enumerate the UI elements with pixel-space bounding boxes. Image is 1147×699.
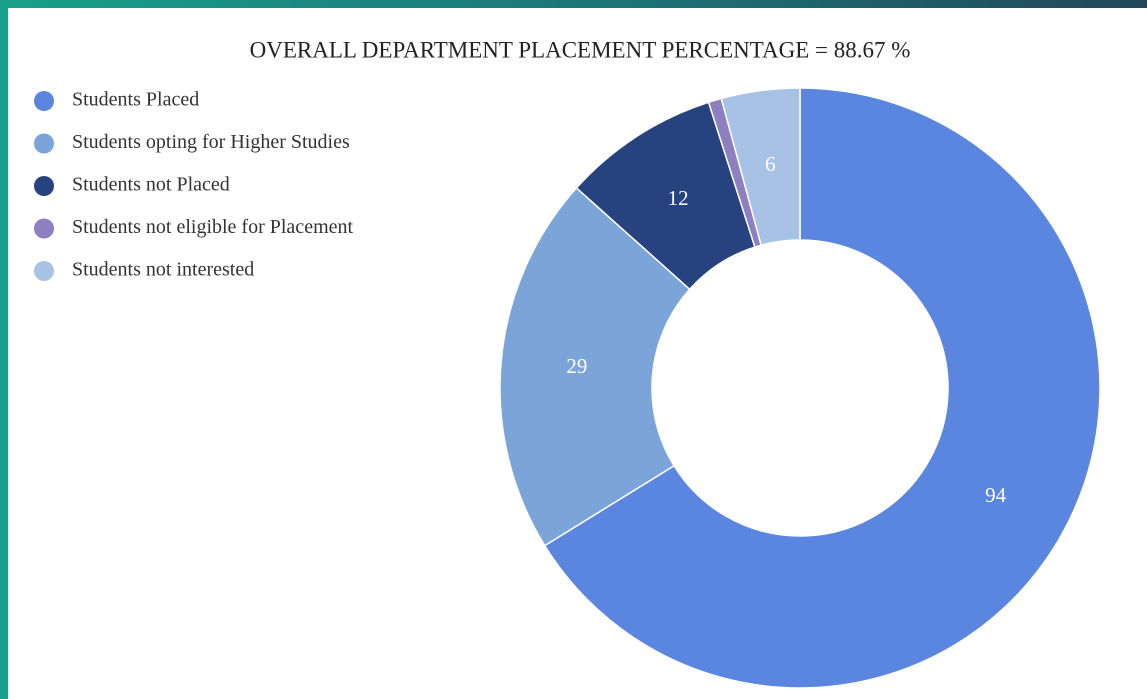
legend-label: Students Placed bbox=[72, 89, 199, 111]
donut-slice bbox=[499, 186, 691, 547]
legend-swatch bbox=[34, 261, 54, 281]
chart-title: OVERALL DEPARTMENT PLACEMENT PERCENTAGE … bbox=[250, 37, 911, 62]
data-label: 94 bbox=[985, 483, 1007, 507]
donut: 94 29 12 6 bbox=[499, 87, 1101, 689]
legend-swatch bbox=[34, 176, 54, 196]
data-label: 6 bbox=[765, 152, 776, 176]
legend-label: Students not Placed bbox=[72, 174, 230, 196]
donut-slice bbox=[543, 87, 1101, 689]
data-label: 12 bbox=[668, 186, 689, 210]
legend-swatch bbox=[34, 218, 54, 239]
legend: Students Placed Students opting for Highe… bbox=[34, 89, 353, 281]
legend-swatch bbox=[34, 133, 54, 154]
legend-swatch bbox=[34, 91, 54, 111]
legend-label: Students opting for Higher Studies bbox=[72, 131, 350, 153]
data-label: 29 bbox=[566, 354, 587, 378]
legend-label: Students not eligible for Placement bbox=[72, 216, 353, 238]
legend-label: Students not interested bbox=[72, 259, 254, 281]
donut-slice bbox=[720, 87, 801, 247]
